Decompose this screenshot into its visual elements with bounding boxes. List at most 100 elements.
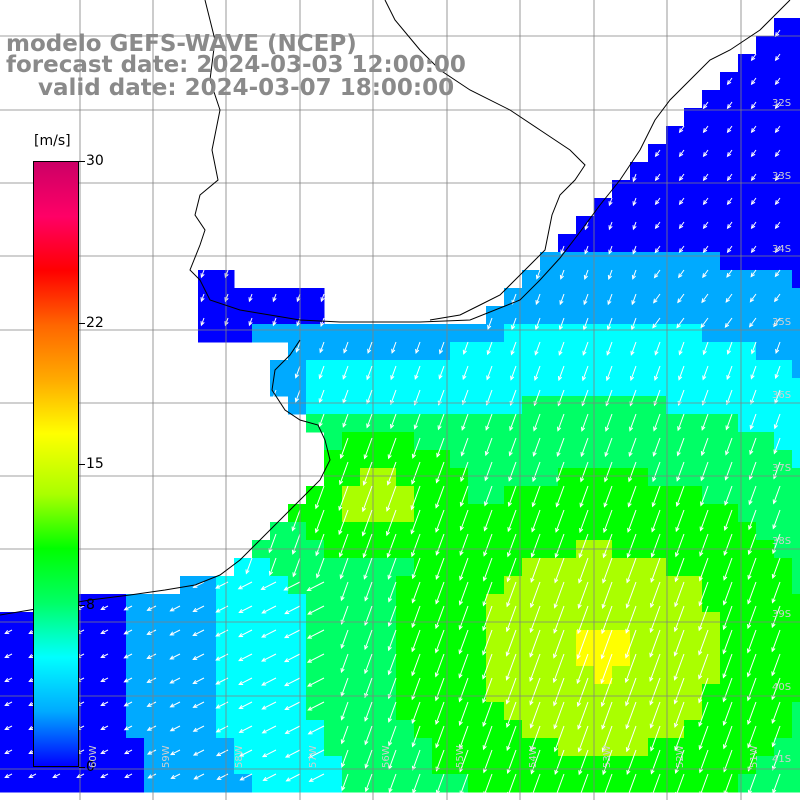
wind-arrow [701,293,709,303]
wind-arrow-head [625,603,630,609]
wind-arrow-head [169,631,175,636]
wind-speed-cell [252,612,271,631]
wind-arrow [284,653,301,663]
wind-arrow [578,749,589,775]
wind-speed-cell [612,684,631,703]
wind-arrow-head [506,552,512,558]
wind-speed-cell [108,756,127,775]
wind-speed-cell [504,288,523,307]
wind-arrow [702,365,709,380]
wind-arrow [532,485,541,507]
wind-arrow-head [239,776,245,781]
wind-speed-cell [288,360,307,379]
wind-arrow-head [411,598,416,604]
wind-arrow [248,317,253,326]
wind-speed-cell [630,648,649,667]
wind-arrow [601,605,613,634]
wind-arrow-head [602,553,607,559]
wind-speed-cell [0,648,19,667]
wind-arrow [341,749,349,767]
wind-speed-cell [666,702,685,721]
wind-arrow-head [338,530,343,536]
wind-speed-cell [180,720,199,739]
wind-speed-cell [36,774,55,793]
wind-arrow-head [435,743,440,749]
wind-speed-cell [738,90,757,109]
wind-speed-cell [486,522,505,541]
longitude-label: 51W [749,745,760,768]
wind-speed-cell [288,756,307,775]
wind-arrow-head [631,274,636,280]
wind-speed-cell [90,774,109,793]
wind-speed-cell [666,630,685,649]
wind-arrow-head [459,790,464,796]
wind-speed-cell [252,630,271,649]
wind-speed-cell [684,612,703,631]
wind-arrow [608,245,613,254]
wind-arrow-head [722,673,727,679]
wind-arrow [295,413,301,426]
wind-speed-cell [792,576,800,595]
wind-speed-cell [612,432,631,451]
wind-arrow-head [169,607,175,612]
wind-arrow-head [534,325,540,331]
wind-arrow-head [458,744,464,750]
wind-arrow-head [146,654,152,659]
wind-arrow-head [123,678,129,683]
wind-speed-cell [666,216,685,235]
wind-arrow-head [123,702,129,707]
wind-arrow-head [509,426,514,432]
wind-arrow-head [224,273,229,279]
wind-speed-cell [576,432,595,451]
wind-arrow [632,221,637,230]
wind-speed-cell [774,432,793,451]
wind-arrow-head [649,627,654,634]
wind-arrow [124,677,133,683]
wind-speed-cell [630,198,649,217]
coastline-path [189,0,791,323]
wind-speed-cell [378,378,397,397]
wind-arrow-head [580,477,585,483]
wind-arrow-head [578,578,583,584]
wind-arrow [698,581,709,606]
wind-speed-cell [540,738,559,757]
wind-arrow [366,413,373,428]
wind-speed-cell [324,702,343,721]
wind-arrow [772,533,781,554]
wind-arrow-head [774,104,780,110]
wind-arrow [5,653,13,658]
wind-arrow [364,653,373,674]
wind-speed-cell [270,756,289,775]
wind-arrow [577,629,589,659]
wind-arrow [295,341,301,352]
wind-arrow-head [702,224,708,230]
wind-speed-cell [774,738,793,757]
wind-arrow-head [462,374,467,381]
wind-speed-cell [684,378,703,397]
wind-speed-cell [738,720,757,739]
wind-arrow-head [435,789,440,795]
wind-speed-cell [486,666,505,685]
wind-arrow-head [510,350,515,356]
wind-arrow [700,461,709,481]
wind-speed-cell [774,504,793,523]
wind-arrow [751,53,757,61]
wind-arrow-head [318,374,323,380]
wind-arrow-head [215,704,221,709]
wind-arrow [583,317,589,330]
wind-speed-cell [792,54,800,73]
wind-arrow-head [750,399,755,405]
wind-speed-cell [234,756,253,775]
wind-arrow [193,677,205,684]
wind-speed-cell [702,180,721,199]
title-model: modelo GEFS-WAVE (NCEP) [6,31,357,57]
wind-speed-cell [396,414,415,433]
wind-arrow-head [340,596,345,602]
wind-arrow [412,557,421,579]
wind-arrow-head [700,323,705,329]
wind-arrow [436,773,445,794]
wind-arrow-head [699,791,704,797]
wind-arrow-head [632,249,637,255]
wind-speed-cell [450,630,469,649]
wind-arrow-head [362,553,367,559]
